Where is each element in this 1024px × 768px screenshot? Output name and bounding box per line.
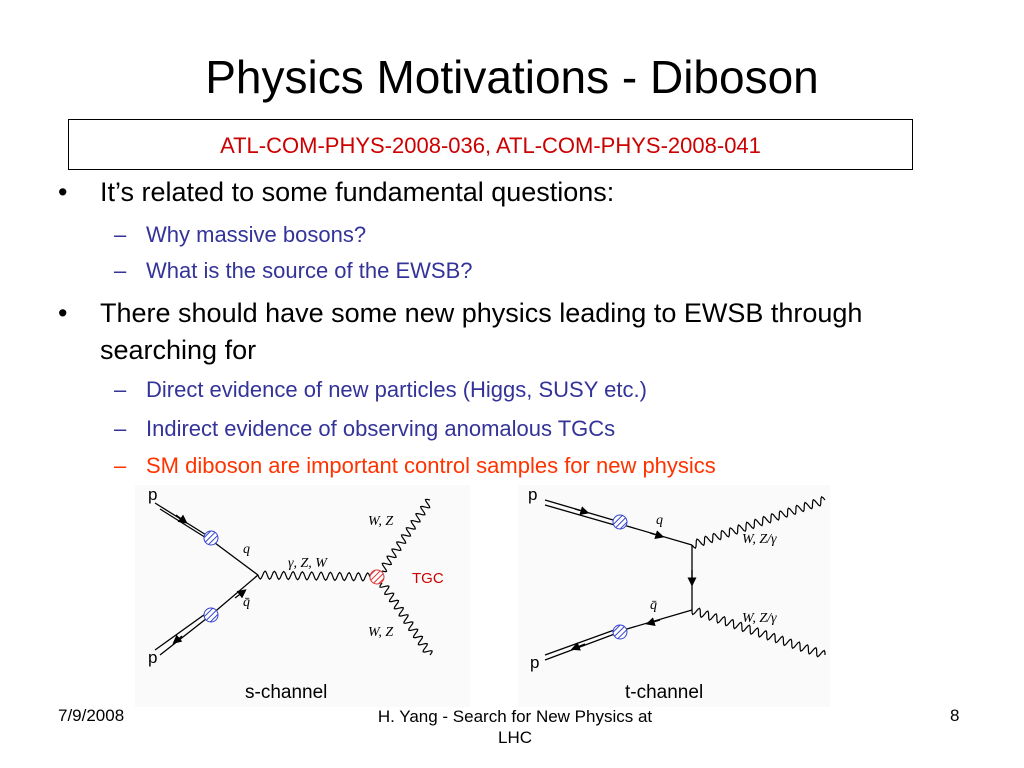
tgc-vertex [369,569,385,585]
slide-title: Physics Motivations - Diboson [205,51,819,103]
label: p [530,653,539,672]
sub-bullet: What is the source of the EWSB? [114,256,473,286]
boson-line [691,607,826,658]
sub-bullet: Indirect evidence of observing anomalous… [114,414,615,444]
caption: s-channel [245,682,327,703]
proton-blob [203,530,219,546]
proton-blob [612,624,628,640]
label: q [656,513,663,528]
boson-lines [257,496,826,658]
footer-center: H. Yang - Search for New Physics at LHC [377,707,653,747]
sub-bullet: Direct evidence of new particles (Higgs,… [114,375,647,405]
bullet: There should have some new physics leadi… [58,295,980,369]
bullet: It’s related to some fundamental questio… [58,174,980,211]
diagram-bg [135,485,470,707]
label: TGC [412,570,444,587]
footer-date: 7/9/2008 [58,706,125,725]
diagram-bg [518,485,830,707]
label: p [148,485,157,504]
label: p [148,648,157,667]
sub-bullet: Why massive bosons? [114,220,366,250]
proton-blob [612,514,628,530]
label: q [243,542,250,557]
boson-line [691,496,826,549]
caption: t-channel [625,682,703,703]
sub-bullet: SM diboson are important control samples… [114,451,716,481]
label: q̄ [243,595,250,610]
s-channel-lines [154,502,259,656]
label: W, Z [368,514,393,529]
label: W, Z/γ [742,611,777,626]
label: W, Z [368,625,393,640]
footer-page: 8 [950,706,960,725]
proton-blob [203,607,219,623]
boson-line [381,498,431,573]
label: W, Z/γ [742,532,777,547]
boson-line [379,582,433,656]
boson-line [257,570,371,582]
t-channel-lines [544,499,697,661]
label: γ, Z, W [288,556,328,571]
label: p [528,485,537,504]
reference-box: ATL-COM-PHYS-2008-036, ATL-COM-PHYS-2008… [68,119,913,170]
label: q̄ [650,598,657,613]
